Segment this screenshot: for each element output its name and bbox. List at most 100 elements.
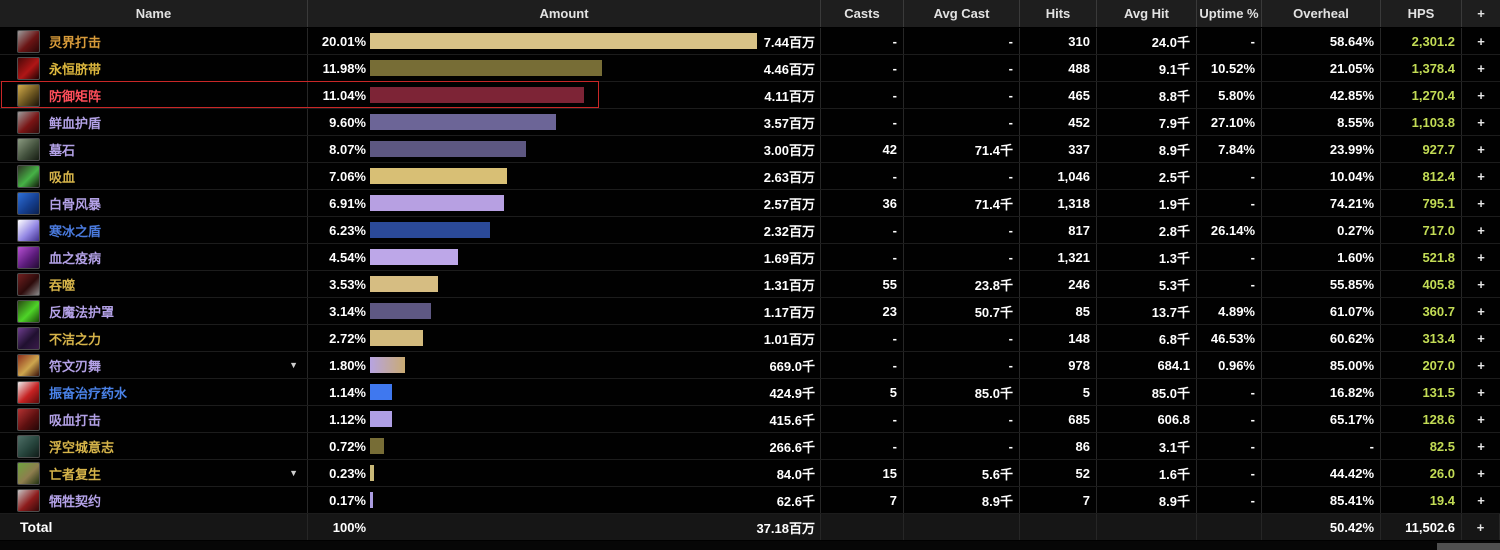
table-row[interactable]: 吸血打击 1.12% 415.6千 - -685 606.8-65.17% 128.6 + <box>0 406 1500 433</box>
avg-cast-cell: 5.6千 <box>904 460 1020 486</box>
column-header-hits[interactable]: Hits <box>1020 0 1097 27</box>
table-row[interactable]: 反魔法护罩 3.14% 1.17百万 23 50.7千 85 13.7千 4.89% 61.07… <box>0 298 1500 325</box>
expand-plus-button[interactable]: + <box>1477 168 1485 184</box>
expand-plus-button[interactable]: + <box>1477 438 1485 454</box>
ability-name-cell: 灵界打击 <box>0 28 308 54</box>
amount-bar <box>370 465 374 481</box>
expand-plus-button[interactable]: + <box>1477 303 1485 319</box>
expand-plus-button[interactable]: + <box>1477 465 1485 481</box>
table-row[interactable]: 防御矩阵 11.04% 4.11百万 - -465 8.8千 5.80% 42.85% 1,27… <box>0 81 1500 109</box>
table-row[interactable]: 振奋治疗药水 1.14% 424.9千 5 85.0千 5 85.0千 -16.82% 131.… <box>0 379 1500 406</box>
ability-name[interactable]: 墓石 <box>49 142 76 158</box>
table-row[interactable]: 白骨风暴 6.91% 2.57百万 36 71.4千 1,318 1.9千 -74.21% 79… <box>0 190 1500 217</box>
table-row[interactable]: 吞噬 3.53% 1.31百万 55 23.8千 246 5.3千 -55.85% 405.8 + <box>0 271 1500 298</box>
column-header-plus[interactable]: + <box>1477 6 1485 21</box>
total-expand-plus-button[interactable]: + <box>1462 514 1500 540</box>
table-row[interactable]: 墓石 8.07% 3.00百万 42 71.4千 337 8.9千 7.84% 23.99% 92… <box>0 136 1500 163</box>
ability-name[interactable]: 血之疫病 <box>49 250 102 266</box>
blood-plague-icon[interactable] <box>17 245 40 269</box>
ice-shield-icon[interactable] <box>17 218 40 242</box>
ability-name[interactable]: 振奋治疗药水 <box>49 385 128 401</box>
table-row[interactable]: 浮空城意志 0.72% 266.6千 - -86 3.1千 - -82.5 + <box>0 433 1500 460</box>
total-row: Total 100% 37.18百万 50.42% 11,502.6 + <box>0 514 1500 541</box>
amount-percent: 0.72% <box>329 438 366 454</box>
ability-name[interactable]: 亡者复生 <box>49 466 102 482</box>
table-row[interactable]: 不洁之力 2.72% 1.01百万 - -148 6.8千 46.53% 60.62% 313.… <box>0 325 1500 352</box>
expand-plus-button[interactable]: + <box>1477 276 1485 292</box>
column-header-name[interactable]: Name <box>0 0 308 27</box>
column-header-avg-cast[interactable]: Avg Cast <box>904 0 1020 27</box>
table-row[interactable]: 亡者复生 ▼ 0.23% 84.0千 15 5.6千 52 1.6千 -44.42% 26.0 + <box>0 460 1500 487</box>
uptime-cell: 26.14% <box>1197 217 1262 243</box>
column-header-amount[interactable]: Amount <box>308 0 821 27</box>
raise-dead-icon[interactable] <box>17 461 40 485</box>
blood-shield-icon[interactable] <box>17 110 40 134</box>
ability-name[interactable]: 灵界打击 <box>49 34 102 50</box>
tombstone-icon[interactable] <box>17 137 40 161</box>
table-row[interactable]: 寒冰之盾 6.23% 2.32百万 - -817 2.8千 26.14% 0.27% 717.0… <box>0 217 1500 244</box>
ability-name[interactable]: 牺牲契约 <box>49 493 102 509</box>
uptime-cell: - <box>1197 190 1262 216</box>
amount-bar <box>370 249 458 265</box>
scrollbar-corner[interactable] <box>1437 543 1500 550</box>
expand-plus-button[interactable]: + <box>1477 114 1485 130</box>
expand-plus-button[interactable]: + <box>1477 87 1485 103</box>
avg-hit-cell: 606.8 <box>1097 406 1197 432</box>
will-of-necropolis-icon[interactable] <box>17 434 40 458</box>
ability-name[interactable]: 吞噬 <box>49 277 76 293</box>
table-row[interactable]: 灵界打击 20.01% 7.44百万 - -310 24.0千 -58.64% 2,301.2… <box>0 28 1500 55</box>
chevron-down-icon[interactable]: ▼ <box>289 360 298 370</box>
column-header-overheal[interactable]: Overheal <box>1262 0 1381 27</box>
ability-name[interactable]: 反魔法护罩 <box>49 304 115 320</box>
column-header-hps[interactable]: HPS <box>1381 0 1462 27</box>
ability-name[interactable]: 吸血打击 <box>49 412 102 428</box>
defense-matrix-icon[interactable] <box>17 83 40 107</box>
table-row[interactable]: 血之疫病 4.54% 1.69百万 - -1,321 1.3千 -1.60% 521.8 + <box>0 244 1500 271</box>
table-row[interactable]: 永恒脐带 11.98% 4.46百万 - -488 9.1千 10.52% 21.05% 1,3… <box>0 55 1500 82</box>
expand-plus-button[interactable]: + <box>1477 195 1485 211</box>
anti-magic-shell-icon[interactable] <box>17 299 40 323</box>
table-row[interactable]: 鲜血护盾 9.60% 3.57百万 - -452 7.9千 27.10% 8.55% 1,103… <box>0 109 1500 136</box>
ability-name[interactable]: 寒冰之盾 <box>49 223 102 239</box>
ability-name[interactable]: 永恒脐带 <box>49 61 102 77</box>
eternal-cord-icon[interactable] <box>17 56 40 80</box>
expand-plus-button[interactable]: + <box>1477 330 1485 346</box>
ability-name[interactable]: 不洁之力 <box>49 331 102 347</box>
ability-name[interactable]: 白骨风暴 <box>49 196 102 212</box>
column-header-uptime-[interactable]: Uptime % <box>1197 0 1262 27</box>
rune-blade-dance-icon[interactable] <box>17 353 40 377</box>
vampiric-strike-icon[interactable] <box>17 407 40 431</box>
ability-name-cell: 吸血打击 <box>0 406 308 432</box>
ability-name[interactable]: 吸血 <box>49 169 76 185</box>
bonestorm-icon[interactable] <box>17 191 40 215</box>
expand-plus-button[interactable]: + <box>1477 249 1485 265</box>
amount-percent: 4.54% <box>329 249 366 265</box>
expand-plus-button[interactable]: + <box>1477 384 1485 400</box>
total-overheal-cell: 50.42% <box>1262 514 1381 540</box>
unholy-strength-icon[interactable] <box>17 326 40 350</box>
expand-plus-button[interactable]: + <box>1477 60 1485 76</box>
ability-name[interactable]: 鲜血护盾 <box>49 115 102 131</box>
table-row[interactable]: 牺牲契约 0.17% 62.6千 7 8.9千 7 8.9千 -85.41% 19.4 + <box>0 487 1500 514</box>
expand-plus-button[interactable]: + <box>1477 141 1485 157</box>
expand-plus-button[interactable]: + <box>1477 357 1485 373</box>
ability-name[interactable]: 防御矩阵 <box>49 88 102 104</box>
sacrificial-pact-icon[interactable] <box>17 488 40 512</box>
column-header-casts[interactable]: Casts <box>821 0 904 27</box>
consumption-icon[interactable] <box>17 272 40 296</box>
ability-name[interactable]: 符文刃舞 <box>49 358 102 374</box>
expand-plus-button[interactable]: + <box>1477 492 1485 508</box>
healing-potion-icon[interactable] <box>17 380 40 404</box>
amount-bar <box>370 141 526 157</box>
column-header-avg-hit[interactable]: Avg Hit <box>1097 0 1197 27</box>
hits-cell: 1,046 <box>1020 163 1097 189</box>
vampiric-blood-icon[interactable] <box>17 164 40 188</box>
table-row[interactable]: 吸血 7.06% 2.63百万 - -1,046 2.5千 -10.04% 812.4 + <box>0 163 1500 190</box>
ability-name[interactable]: 浮空城意志 <box>49 439 115 455</box>
table-row[interactable]: 符文刃舞 ▼ 1.80% 669.0千 - -978 684.1 0.96% 85.00% 207… <box>0 352 1500 379</box>
spirit-strike-icon[interactable] <box>17 29 40 53</box>
chevron-down-icon[interactable]: ▼ <box>289 468 298 478</box>
expand-plus-button[interactable]: + <box>1477 33 1485 49</box>
expand-plus-button[interactable]: + <box>1477 411 1485 427</box>
expand-plus-button[interactable]: + <box>1477 222 1485 238</box>
